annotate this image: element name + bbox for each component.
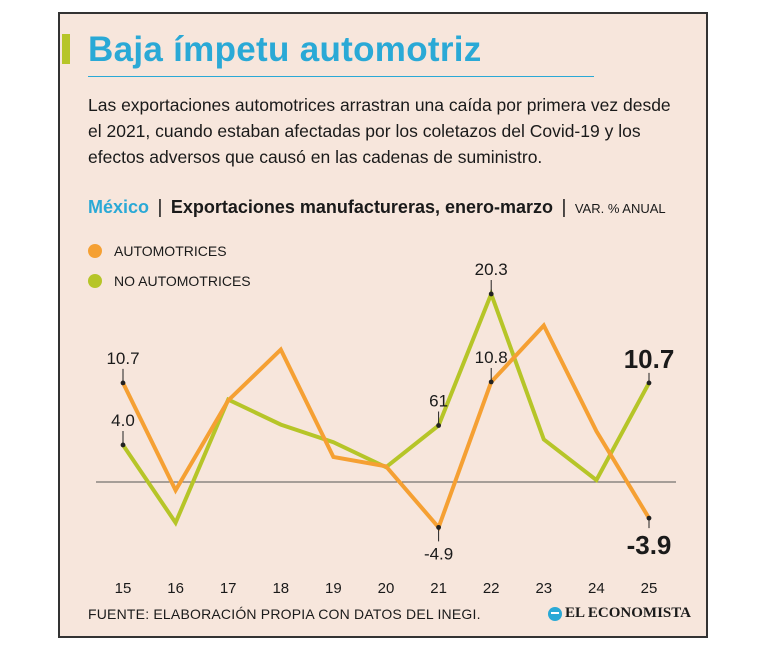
annotation-marker [436, 524, 441, 530]
chart-header-separator: | [157, 197, 163, 218]
brand-icon [548, 606, 562, 621]
data-label: 10.7 [624, 344, 675, 374]
x-tick-label: 18 [272, 580, 289, 597]
brand-logo: EL ECONOMISTA [548, 605, 691, 622]
title-accent-bar [62, 34, 70, 64]
x-tick-label: 19 [325, 580, 342, 597]
legend-dot-automotrices [88, 244, 102, 258]
data-label: 61 [429, 392, 448, 411]
x-tick-label: 15 [115, 580, 132, 597]
chart-legend: AUTOMOTRICES NO AUTOMOTRICES [88, 236, 251, 296]
x-tick-label: 22 [483, 580, 500, 597]
chart-header-separator: | [561, 197, 567, 218]
description: Las exportaciones automotrices arrastran… [88, 95, 671, 167]
legend-label-no-automotrices: NO AUTOMOTRICES [114, 273, 251, 289]
series-line-no-automotrices [121, 288, 651, 527]
chart-country: México [88, 197, 150, 217]
legend-item-no-automotrices: NO AUTOMOTRICES [88, 266, 251, 296]
page-title: Baja ímpetu automotriz [88, 30, 482, 69]
data-label: 10.7 [106, 349, 139, 368]
x-tick-label: 21 [430, 580, 447, 597]
data-label: -3.9 [627, 530, 672, 560]
x-tick-label: 23 [535, 580, 552, 597]
legend-item-automotrices: AUTOMOTRICES [88, 236, 251, 266]
x-tick-label: 24 [588, 580, 605, 597]
legend-dot-no-automotrices [88, 274, 102, 288]
data-label: 20.3 [475, 260, 508, 279]
title-divider [88, 76, 594, 77]
data-label: 4.0 [111, 411, 135, 430]
data-label: 10.8 [475, 348, 508, 367]
chart-title: Exportaciones manufactureras, enero-marz… [170, 197, 553, 217]
infographic-card [58, 12, 708, 638]
chart-units: VAR. % ANUAL [574, 201, 666, 216]
data-label: -4.9 [424, 544, 453, 563]
series-line-automotrices [121, 322, 651, 532]
x-tick-label: 25 [641, 580, 658, 597]
chart-header: México | Exportaciones manufactureras, e… [88, 197, 666, 219]
x-tick-label: 17 [220, 580, 237, 597]
x-tick-label: 20 [378, 580, 395, 597]
brand-name: EL ECONOMISTA [565, 605, 691, 621]
legend-label-automotrices: AUTOMOTRICES [114, 243, 227, 259]
x-tick-label: 16 [167, 580, 184, 597]
source-note: FUENTE: ELABORACIÓN PROPIA CON DATOS DEL… [88, 606, 481, 622]
annotation-marker [646, 515, 652, 521]
